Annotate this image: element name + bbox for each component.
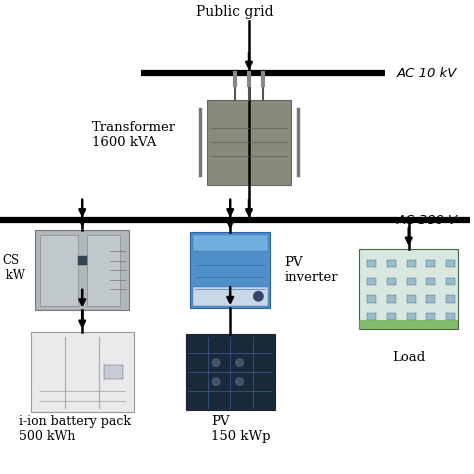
Bar	[192, 287, 268, 306]
Circle shape	[236, 378, 243, 385]
Bar	[367, 277, 376, 285]
Bar	[387, 277, 396, 285]
Circle shape	[236, 359, 243, 366]
Bar	[207, 100, 292, 185]
Bar	[446, 313, 455, 320]
Bar	[35, 230, 129, 310]
Text: AC 380 V: AC 380 V	[397, 214, 458, 227]
Bar	[407, 313, 416, 320]
Bar	[359, 320, 458, 329]
Bar	[427, 277, 436, 285]
Bar	[407, 260, 416, 267]
Bar	[387, 260, 396, 267]
Bar	[190, 232, 270, 308]
Text: i-ion battery pack
500 kWh: i-ion battery pack 500 kWh	[19, 415, 131, 443]
Bar	[387, 295, 396, 302]
Bar	[30, 332, 134, 412]
Text: Transformer
1600 kVA: Transformer 1600 kVA	[91, 121, 176, 149]
Bar	[367, 295, 376, 302]
Text: PV
inverter: PV inverter	[284, 256, 338, 284]
Circle shape	[212, 359, 220, 366]
Text: AC 10 kV: AC 10 kV	[397, 67, 457, 80]
Bar	[446, 260, 455, 267]
Bar	[407, 295, 416, 302]
Circle shape	[254, 292, 263, 301]
Bar	[40, 235, 78, 306]
Text: Public grid: Public grid	[196, 5, 273, 19]
Bar	[427, 260, 436, 267]
Bar	[446, 277, 455, 285]
Bar	[186, 334, 275, 410]
Text: PV
150 kWp: PV 150 kWp	[211, 415, 271, 443]
Bar	[367, 260, 376, 267]
Bar	[367, 313, 376, 320]
Bar	[104, 365, 123, 379]
Bar	[446, 295, 455, 302]
Bar	[359, 249, 458, 329]
Bar	[407, 277, 416, 285]
Bar	[387, 313, 396, 320]
Text: CS
 kW: CS kW	[2, 254, 25, 282]
Bar	[78, 256, 87, 265]
Text: Load: Load	[392, 351, 425, 364]
Bar	[192, 235, 268, 251]
Bar	[427, 295, 436, 302]
Bar	[87, 235, 120, 306]
Bar	[427, 313, 436, 320]
Circle shape	[212, 378, 220, 385]
